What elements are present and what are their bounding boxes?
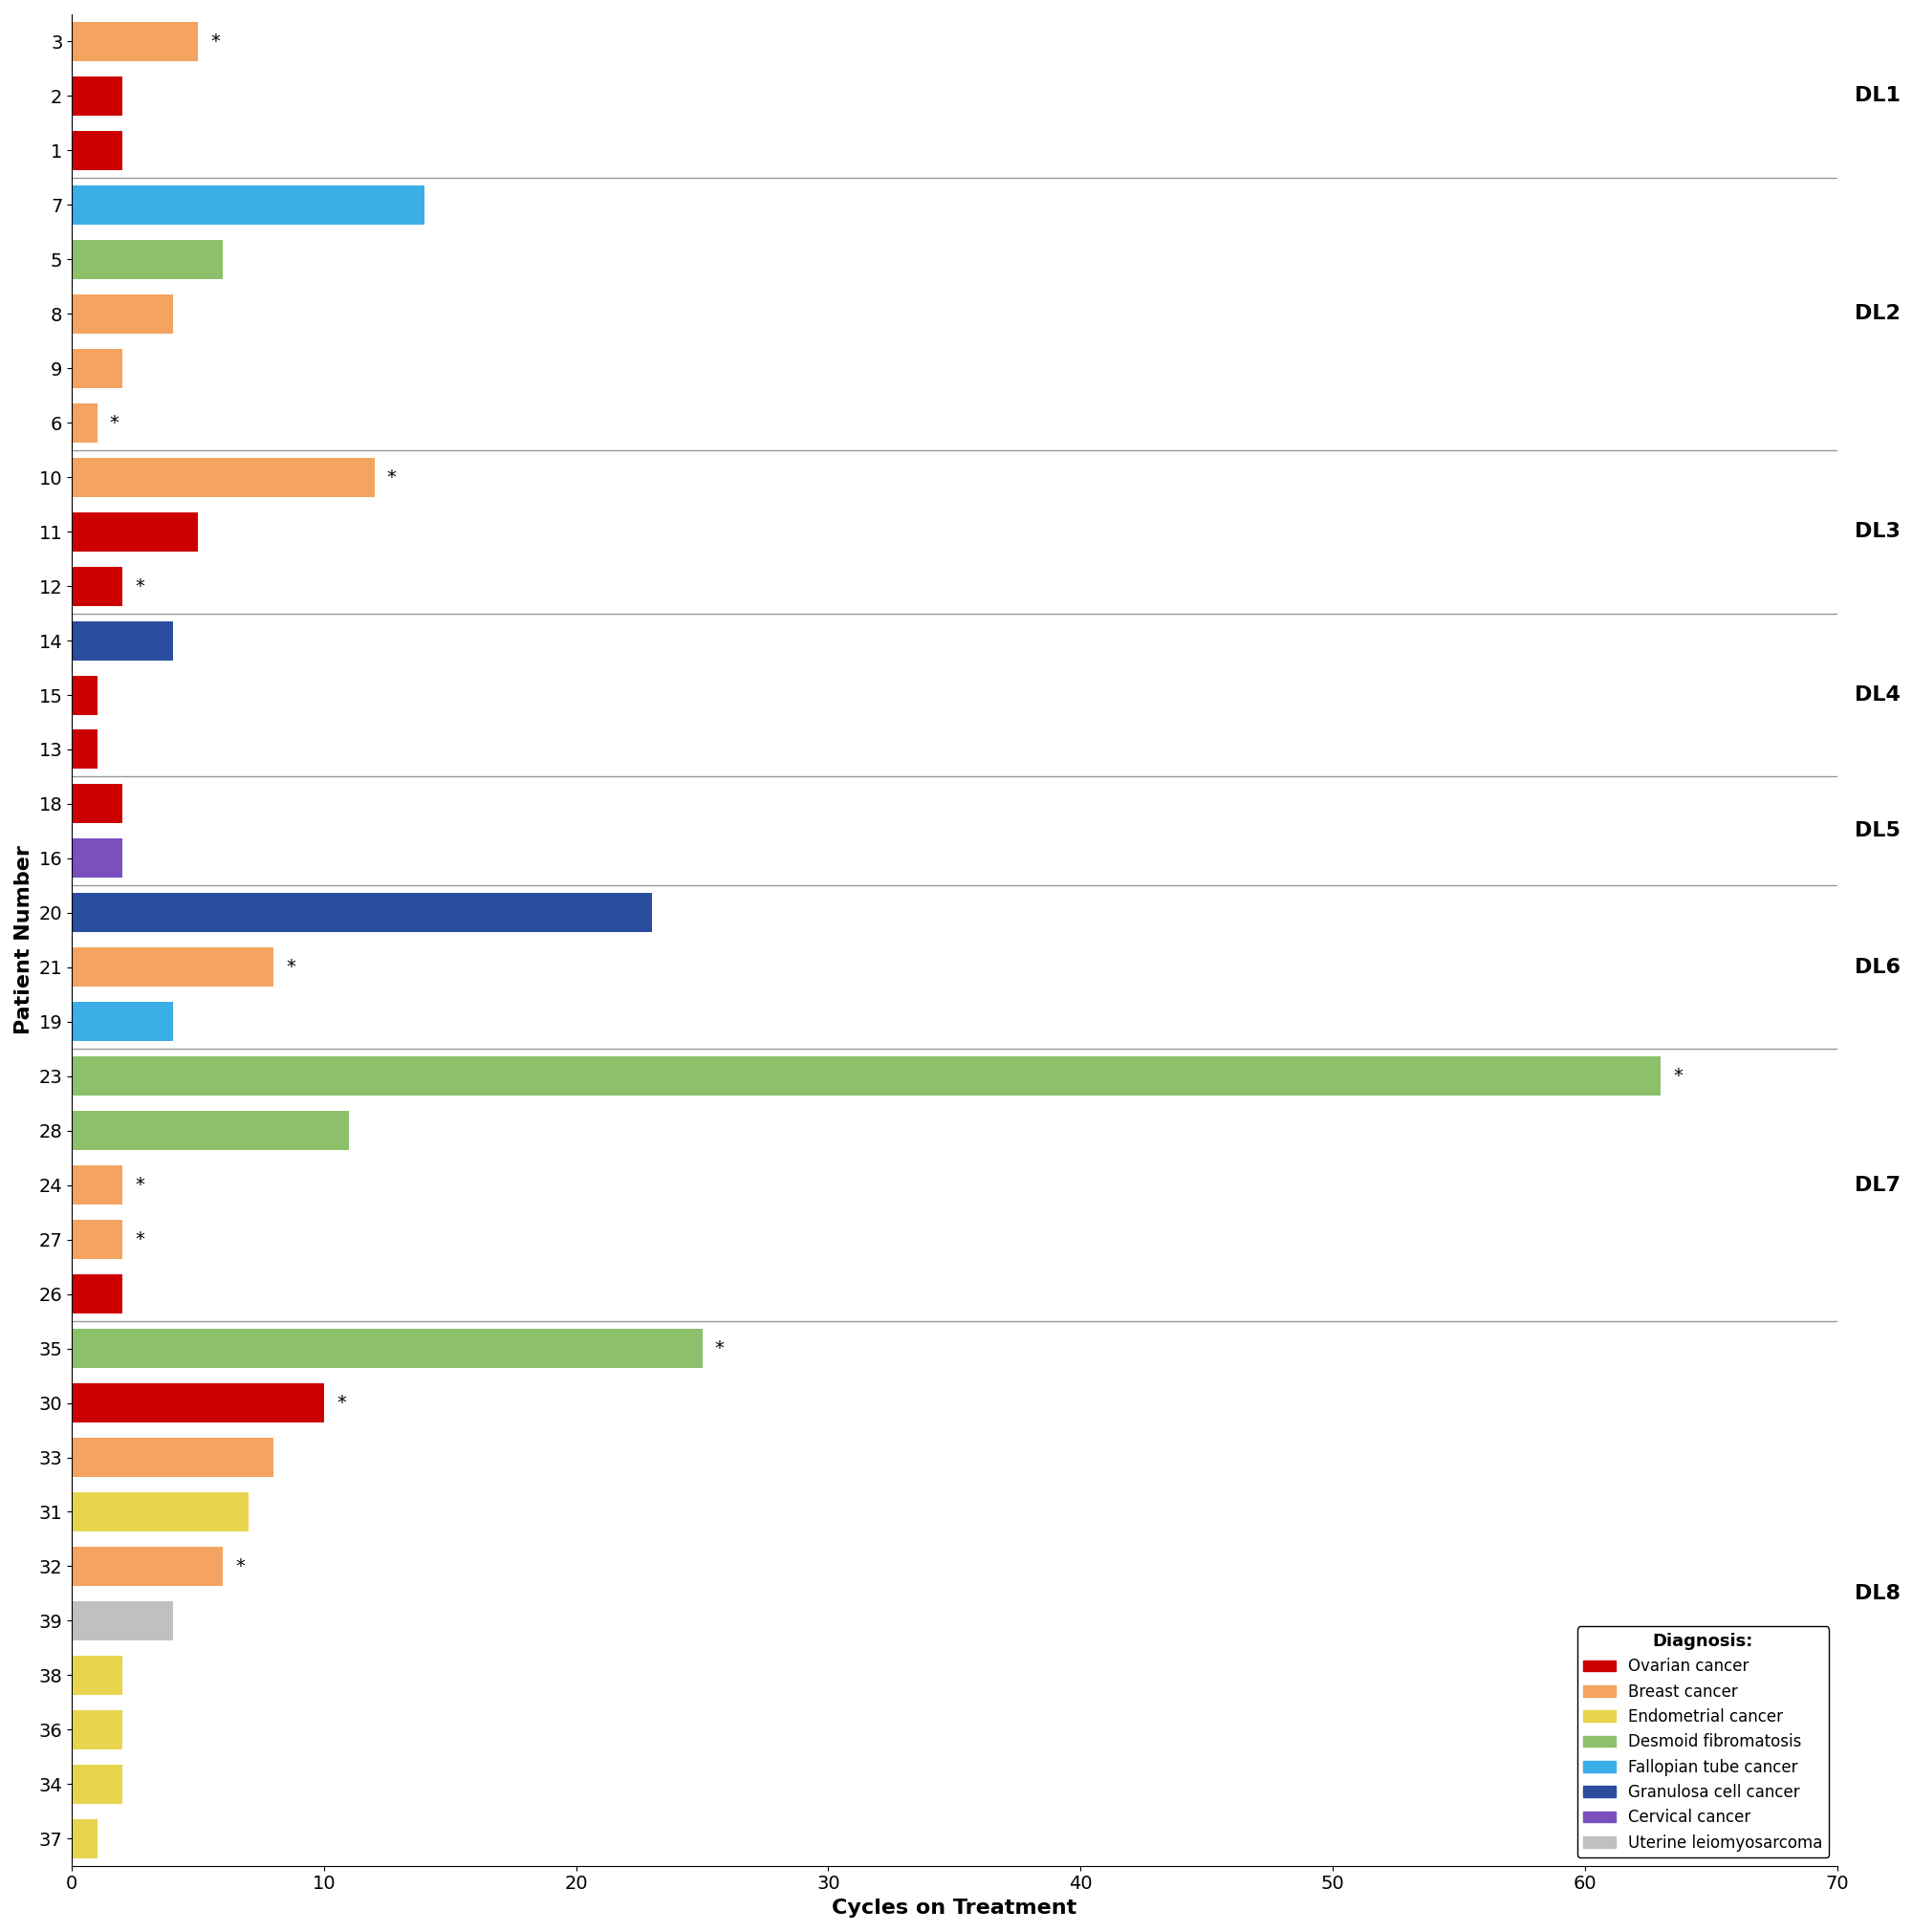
Bar xyxy=(73,1492,249,1532)
Bar xyxy=(73,1383,323,1422)
Text: *: * xyxy=(136,578,143,595)
Bar xyxy=(73,1003,172,1041)
Bar xyxy=(73,1165,122,1206)
Text: DL1: DL1 xyxy=(1855,87,1901,106)
Text: *: * xyxy=(386,468,396,487)
Bar xyxy=(73,893,652,933)
Text: *: * xyxy=(210,33,220,50)
Bar xyxy=(73,1219,122,1260)
Bar xyxy=(73,1656,122,1694)
Bar xyxy=(73,294,172,334)
Text: DL6: DL6 xyxy=(1855,958,1901,978)
Bar xyxy=(73,348,122,388)
Bar xyxy=(73,1057,1660,1095)
Text: *: * xyxy=(287,958,296,976)
Bar xyxy=(73,784,122,823)
Bar xyxy=(73,458,375,497)
Text: DL4: DL4 xyxy=(1855,686,1901,705)
Bar xyxy=(73,21,199,62)
Bar xyxy=(73,1329,702,1368)
Bar xyxy=(73,730,98,769)
Bar xyxy=(73,131,122,170)
Text: *: * xyxy=(715,1339,725,1358)
Bar xyxy=(73,1764,122,1804)
Bar xyxy=(73,185,424,224)
Text: DL3: DL3 xyxy=(1855,522,1901,541)
Bar xyxy=(73,949,273,987)
Text: DL8: DL8 xyxy=(1855,1584,1901,1604)
Bar xyxy=(73,1710,122,1748)
Bar xyxy=(73,1602,172,1640)
Text: *: * xyxy=(337,1393,346,1412)
Text: *: * xyxy=(1673,1066,1683,1086)
Bar xyxy=(73,838,122,877)
Bar xyxy=(73,1437,273,1476)
Text: DL7: DL7 xyxy=(1855,1175,1901,1194)
X-axis label: Cycles on Treatment: Cycles on Treatment xyxy=(832,1899,1076,1918)
Text: DL2: DL2 xyxy=(1855,303,1901,323)
Bar xyxy=(73,676,98,715)
Bar xyxy=(73,1275,122,1314)
Text: *: * xyxy=(109,413,119,433)
Legend: Ovarian cancer, Breast cancer, Endometrial cancer, Desmoid fibromatosis, Fallopi: Ovarian cancer, Breast cancer, Endometri… xyxy=(1577,1627,1830,1859)
Bar xyxy=(73,240,224,278)
Y-axis label: Patient Number: Patient Number xyxy=(13,846,33,1036)
Bar xyxy=(73,1548,224,1586)
Text: *: * xyxy=(235,1557,245,1575)
Bar xyxy=(73,1818,98,1859)
Text: *: * xyxy=(136,1177,143,1194)
Bar xyxy=(73,1111,350,1150)
Bar xyxy=(73,77,122,116)
Bar xyxy=(73,620,172,661)
Bar xyxy=(73,566,122,607)
Bar xyxy=(73,404,98,442)
Text: DL5: DL5 xyxy=(1855,821,1901,840)
Text: *: * xyxy=(136,1231,143,1248)
Bar xyxy=(73,512,199,551)
